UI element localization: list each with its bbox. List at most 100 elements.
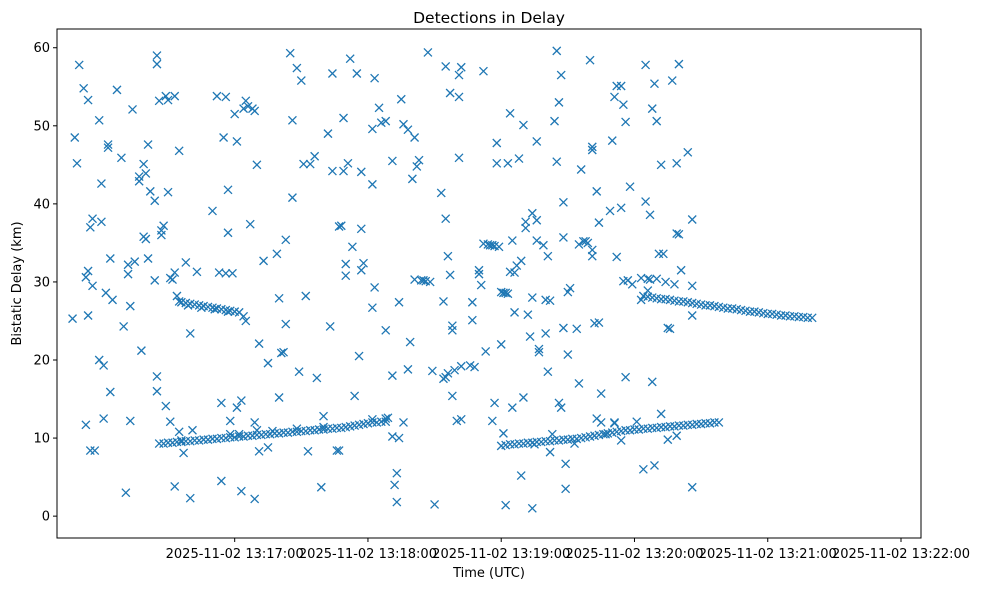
data-point xyxy=(94,115,104,125)
data-point xyxy=(441,62,451,71)
data-point xyxy=(616,81,626,91)
data-point xyxy=(81,272,91,282)
data-point xyxy=(225,416,235,426)
data-point xyxy=(610,92,619,102)
data-point xyxy=(445,88,455,98)
data-point xyxy=(498,428,508,438)
data-point xyxy=(521,223,531,233)
y-tick-label: 0 xyxy=(42,510,50,525)
data-point xyxy=(683,147,693,157)
data-point xyxy=(156,230,166,240)
data-point xyxy=(439,296,448,306)
x-tick-label: 2025-11-02 13:20:00 xyxy=(565,547,703,562)
data-point xyxy=(236,486,246,496)
data-point xyxy=(403,125,413,135)
plot-frame xyxy=(56,28,922,539)
data-point xyxy=(663,323,673,333)
data-point xyxy=(96,179,106,189)
data-point xyxy=(327,69,337,78)
data-point xyxy=(518,393,528,402)
data-point xyxy=(456,414,466,424)
data-point xyxy=(650,460,659,470)
data-point xyxy=(174,296,184,306)
data-point xyxy=(663,435,673,445)
data-point xyxy=(236,396,246,406)
data-point xyxy=(281,319,291,329)
data-point xyxy=(185,493,195,503)
data-point xyxy=(356,265,366,275)
data-point xyxy=(545,447,555,457)
data-point xyxy=(474,265,484,275)
data-point xyxy=(532,136,542,146)
data-point xyxy=(130,257,140,267)
data-point xyxy=(381,325,391,335)
data-point xyxy=(179,448,189,458)
data-point xyxy=(390,480,400,490)
data-point xyxy=(505,108,515,118)
data-point xyxy=(339,113,348,123)
data-point xyxy=(478,66,488,76)
data-point xyxy=(192,267,202,277)
data-point xyxy=(343,158,353,168)
data-point xyxy=(123,260,133,270)
data-point xyxy=(381,116,391,126)
data-point xyxy=(447,391,457,401)
data-point xyxy=(436,188,446,198)
data-point xyxy=(456,62,466,72)
data-point xyxy=(354,351,364,361)
data-point xyxy=(554,398,564,408)
data-point xyxy=(454,153,464,163)
data-point xyxy=(545,296,555,306)
data-point xyxy=(70,133,80,142)
data-point xyxy=(287,193,297,203)
data-point xyxy=(176,435,186,445)
data-point xyxy=(341,271,351,281)
data-point xyxy=(170,268,180,278)
data-point xyxy=(394,433,404,443)
data-point xyxy=(250,418,260,427)
data-point xyxy=(641,197,651,206)
data-point xyxy=(658,249,668,259)
data-point xyxy=(501,500,511,510)
y-axis-label: Bistatic Delay (km) xyxy=(10,221,25,345)
data-point xyxy=(103,140,113,149)
data-point xyxy=(687,215,697,224)
x-tick-label: 2025-11-02 13:22:00 xyxy=(832,547,970,562)
data-point xyxy=(172,291,182,301)
data-point xyxy=(514,154,524,164)
data-point xyxy=(350,391,360,401)
data-point xyxy=(714,418,724,427)
data-point xyxy=(116,153,126,163)
data-point xyxy=(183,300,193,310)
data-point xyxy=(174,146,184,156)
data-point xyxy=(276,348,286,358)
data-point xyxy=(356,224,366,234)
data-point xyxy=(367,179,377,189)
data-point xyxy=(612,252,622,262)
data-point xyxy=(392,468,402,478)
data-point xyxy=(339,166,348,176)
data-point xyxy=(68,314,78,324)
data-point xyxy=(396,94,406,104)
data-point xyxy=(621,372,631,382)
data-point xyxy=(447,325,457,335)
data-point xyxy=(72,158,82,168)
data-point xyxy=(221,268,231,278)
data-point xyxy=(525,332,535,342)
data-point xyxy=(543,367,553,377)
data-point xyxy=(641,60,651,70)
data-point xyxy=(587,142,597,152)
x-tick-label: 2025-11-02 13:17:00 xyxy=(166,547,304,562)
data-point xyxy=(252,160,262,170)
data-point xyxy=(83,311,93,320)
data-point xyxy=(672,158,682,168)
data-point xyxy=(665,324,675,334)
data-point xyxy=(136,346,146,356)
data-point xyxy=(636,295,646,305)
data-point xyxy=(487,416,497,426)
data-point xyxy=(556,70,566,80)
data-point xyxy=(141,168,151,178)
data-point xyxy=(303,446,313,456)
data-point xyxy=(223,307,233,317)
data-point xyxy=(647,377,657,387)
